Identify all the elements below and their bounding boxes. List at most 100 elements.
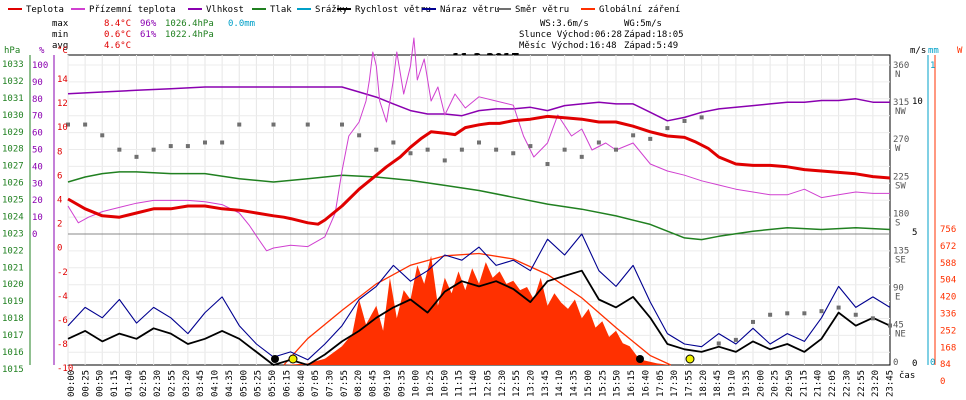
- tick-time: 23:45: [886, 370, 896, 397]
- wind-dir-point: [733, 337, 738, 342]
- tick-time: 17:55: [685, 370, 695, 397]
- tick-c: 14: [57, 75, 68, 85]
- wind-dir-point: [562, 147, 567, 152]
- tick-ms: 5: [912, 228, 917, 238]
- tick-hpa: 1023: [2, 229, 24, 239]
- tick-c: -2: [57, 268, 68, 278]
- stats-min-label: min: [52, 30, 68, 40]
- tick-dir-label: NE: [895, 330, 906, 340]
- wind-dir-point: [528, 144, 533, 149]
- tick-time: 17:30: [670, 370, 680, 397]
- tick-time: 07:30: [326, 370, 336, 397]
- tick-pct: 100: [32, 61, 48, 71]
- wind-dir-point: [785, 311, 790, 316]
- tick-hpa: 1027: [2, 162, 24, 172]
- tick-time: 18:45: [713, 370, 723, 397]
- wind-dir-point: [425, 147, 430, 152]
- tick-pct: 80: [32, 95, 43, 105]
- tick-time: 21:40: [814, 370, 824, 397]
- wind-dir-point: [579, 154, 584, 159]
- tick-dir-label: NW: [895, 107, 906, 117]
- wind-dir-point: [665, 126, 670, 131]
- tick-dir-label: SE: [895, 256, 906, 266]
- wind-dir-point: [477, 140, 481, 145]
- tick-w: 420: [940, 293, 956, 303]
- tick-time: 15:50: [613, 370, 623, 397]
- series-wg-line: [67, 233, 891, 361]
- tick-w: 756: [940, 225, 956, 235]
- tick-dir: 225: [893, 172, 909, 182]
- legend-item: Srážky: [315, 5, 348, 15]
- wind-dir-point: [494, 147, 499, 152]
- tick-time: 04:10: [211, 370, 221, 397]
- radiation-theoretical-line: [283, 252, 672, 366]
- info-sun-set: Západ:18:05: [624, 30, 684, 40]
- stats-max-rain: 0.0mm: [228, 19, 255, 29]
- tick-time: 05:50: [268, 370, 278, 397]
- tick-dir-label: E: [895, 293, 900, 303]
- tick-pct: 90: [32, 78, 43, 88]
- wind-dir-point: [340, 122, 344, 127]
- wind-dir-point: [134, 154, 139, 159]
- tick-hpa: 1015: [2, 365, 24, 375]
- tick-hpa: 1025: [2, 196, 24, 206]
- tick-c: 0: [57, 244, 62, 254]
- stats-min-press: 1022.4hPa: [165, 30, 214, 40]
- tick-hpa: 1022: [2, 246, 24, 256]
- legend-item: Globální záření: [599, 5, 680, 15]
- tick-dir: 270: [893, 135, 909, 145]
- info-moon-set: Západ:5:49: [624, 41, 678, 51]
- tick-c: 4: [57, 196, 62, 206]
- wind-dir-point: [66, 122, 70, 127]
- grid: [67, 55, 890, 365]
- tick-time: 05:00: [239, 370, 249, 397]
- wind-dir-point: [888, 323, 892, 328]
- tick-time: 13:20: [527, 370, 537, 397]
- axis-unit-c: °C: [57, 46, 68, 56]
- tick-time: 13:45: [541, 370, 551, 397]
- tick-time: 07:55: [340, 370, 350, 397]
- tick-hpa: 1024: [2, 212, 24, 222]
- tick-hpa: 1019: [2, 297, 24, 307]
- tick-time: 22:55: [857, 370, 867, 397]
- tick-time: 14:35: [570, 370, 580, 397]
- wind-dir-point: [442, 158, 447, 163]
- wind-dir-point: [751, 319, 755, 324]
- tick-time: 12:55: [512, 370, 522, 397]
- tick-c: 8: [57, 147, 62, 157]
- stats-min-hum: 61%: [140, 30, 157, 40]
- wind-dir-point: [151, 147, 156, 152]
- tick-time: 14:10: [555, 370, 565, 397]
- wind-dir-point: [271, 122, 276, 127]
- tick-time: 07:05: [311, 370, 321, 397]
- wind-dir-point: [648, 136, 653, 141]
- tick-hpa: 1032: [2, 77, 24, 87]
- tick-time: 21:15: [799, 370, 809, 397]
- wind-dir-point: [596, 140, 601, 145]
- wind-dir-point: [802, 311, 807, 316]
- tick-w: 588: [940, 259, 956, 269]
- sunset-marker: [636, 355, 644, 363]
- tick-pct: 10: [32, 213, 43, 223]
- stats-max-press: 1026.4hPa: [165, 19, 214, 29]
- axes: hPa% °C m/s mm W1033103210311030102910281027…: [2, 46, 963, 387]
- sunrise-marker: [271, 355, 279, 363]
- radiation-layer: [283, 252, 672, 366]
- tick-w: 504: [940, 276, 956, 286]
- tick-time: 06:40: [297, 370, 307, 397]
- moonrise-marker: [685, 354, 695, 364]
- tick-hpa: 1030: [2, 111, 24, 121]
- tick-time: 05:25: [254, 370, 264, 397]
- tick-dir-label: SW: [895, 181, 906, 191]
- wind-dir-point: [819, 309, 824, 314]
- tick-time: 04:35: [225, 370, 235, 397]
- tick-c: 2: [57, 220, 62, 230]
- tick-time: 16:15: [627, 370, 637, 397]
- tick-hpa: 1017: [2, 331, 24, 341]
- tick-time: 16:40: [641, 370, 651, 397]
- wind-dir-point: [870, 316, 875, 321]
- info-sun: Slunce Východ:06:28: [519, 30, 622, 40]
- legend-item: Náraz větru: [440, 5, 500, 15]
- tick-time: 18:20: [699, 370, 709, 397]
